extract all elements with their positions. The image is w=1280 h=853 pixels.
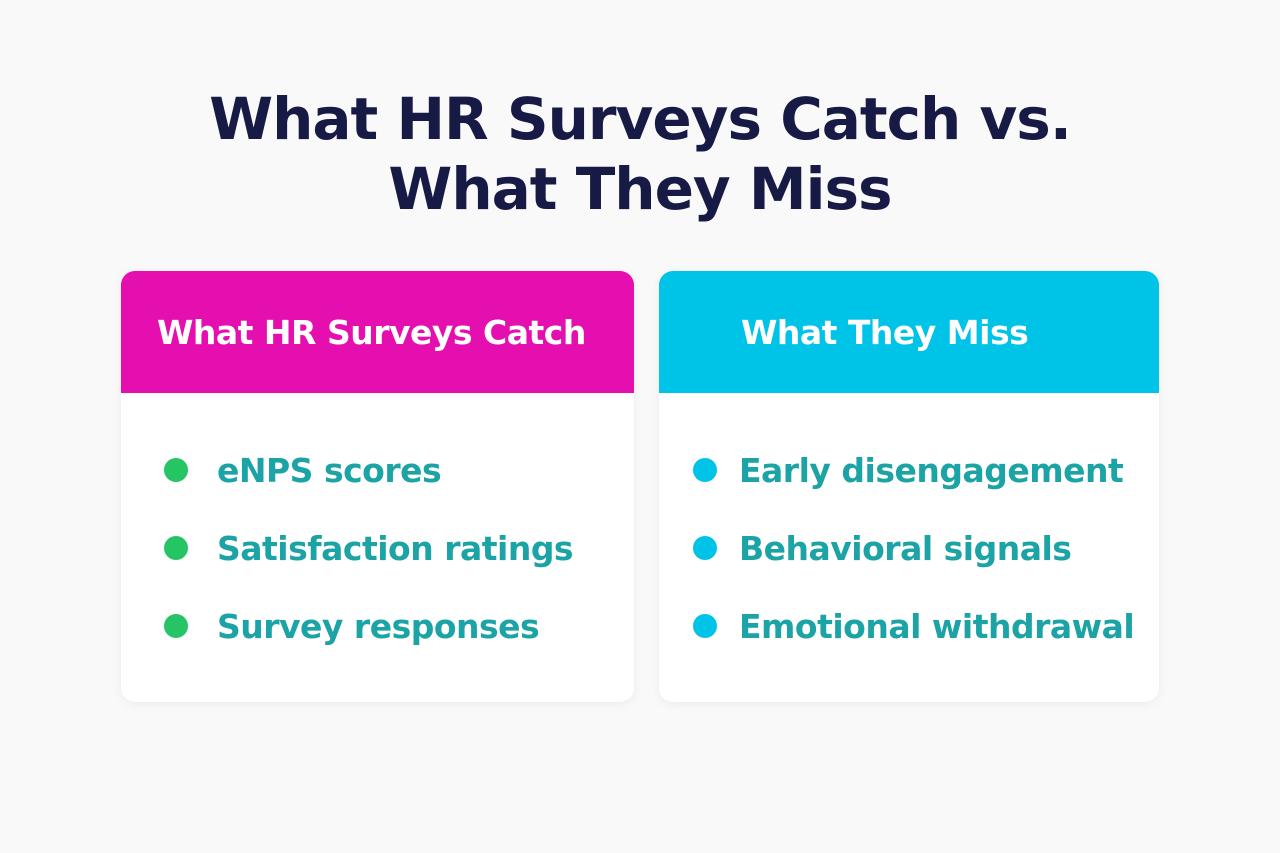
page-title: What HR Surveys Catch vs. What They Miss bbox=[0, 84, 1280, 224]
page-title-line-2: What They Miss bbox=[388, 155, 892, 223]
list-item-label: Survey responses bbox=[217, 606, 540, 646]
list-item-label: Satisfaction ratings bbox=[217, 528, 574, 568]
list-item: Early disengagement bbox=[659, 431, 1159, 509]
page-title-line-1: What HR Surveys Catch vs. bbox=[209, 85, 1072, 153]
list-item: Emotional withdrawal bbox=[659, 587, 1159, 665]
surveys-catch-header: What HR Surveys Catch bbox=[121, 271, 634, 393]
list-item-label: Emotional withdrawal bbox=[739, 606, 1135, 646]
cyan-bullet-icon bbox=[693, 536, 717, 560]
cyan-bullet-icon bbox=[693, 458, 717, 482]
green-bullet-icon bbox=[164, 458, 188, 482]
surveys-miss-card: What They Miss Early disengagement Behav… bbox=[659, 271, 1159, 702]
green-bullet-icon bbox=[164, 614, 188, 638]
surveys-miss-list: Early disengagement Behavioral signals E… bbox=[659, 393, 1159, 665]
surveys-catch-header-label: What HR Surveys Catch bbox=[157, 312, 586, 352]
list-item-label: Early disengagement bbox=[739, 450, 1124, 490]
list-item: Satisfaction ratings bbox=[121, 509, 634, 587]
surveys-catch-list: eNPS scores Satisfaction ratings Survey … bbox=[121, 393, 634, 665]
green-bullet-icon bbox=[164, 536, 188, 560]
cyan-bullet-icon bbox=[693, 614, 717, 638]
list-item: eNPS scores bbox=[121, 431, 634, 509]
list-item-label: eNPS scores bbox=[217, 450, 442, 490]
surveys-miss-header-label: What They Miss bbox=[741, 312, 1029, 352]
surveys-miss-header: What They Miss bbox=[659, 271, 1159, 393]
list-item-label: Behavioral signals bbox=[739, 528, 1072, 568]
list-item: Behavioral signals bbox=[659, 509, 1159, 587]
list-item: Survey responses bbox=[121, 587, 634, 665]
surveys-catch-card: What HR Surveys Catch eNPS scores Satisf… bbox=[121, 271, 634, 702]
